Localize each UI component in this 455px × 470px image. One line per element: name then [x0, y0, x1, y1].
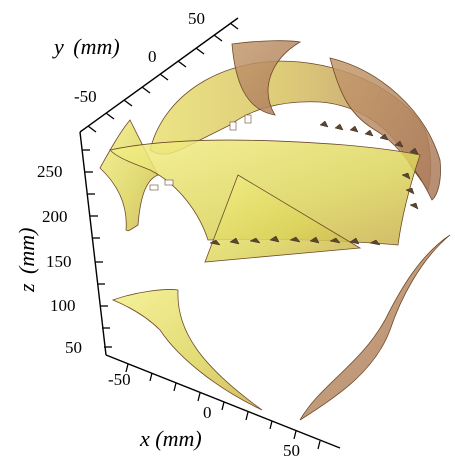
z-axis-line — [79, 131, 107, 356]
x-axis-title-unit: (mm) — [155, 426, 201, 451]
notch-row-upper — [319, 120, 419, 155]
z-axis-title-letter: z — [14, 283, 39, 293]
surface-group — [99, 40, 451, 421]
right-lower-ribbon — [299, 234, 451, 421]
x-axis-title: x (mm) — [139, 426, 202, 451]
x-tick-label-2: 0 — [203, 403, 212, 422]
y-tick-label-2: 0 — [148, 47, 157, 66]
y-axis-title-letter: y — [52, 34, 64, 59]
y-axis-ticks — [87, 22, 239, 133]
z-tick-label-3: 150 — [46, 252, 72, 271]
x-axis-line — [105, 354, 341, 449]
z-axis-title: z (mm) — [14, 228, 39, 294]
z-tick-label-2: 200 — [42, 207, 68, 226]
x-tick-label-1: -50 — [108, 370, 131, 389]
z-tick-label-5: 50 — [65, 338, 82, 357]
x-axis-title-letter: x — [139, 426, 150, 451]
z-tick-label-1: 250 — [37, 162, 63, 181]
x-axis-ticks — [125, 363, 321, 450]
z-axis-title-unit: (mm) — [14, 228, 39, 274]
left-saddle-surface — [99, 119, 159, 232]
right-brown-surface — [231, 40, 302, 116]
y-tick-label-3: -50 — [74, 87, 97, 106]
notch-row-lower — [209, 235, 381, 246]
notch-row-right — [401, 172, 419, 210]
cutouts-left — [149, 114, 252, 191]
central-triangle-surface — [204, 174, 362, 263]
y-tick-label-1: 50 — [188, 9, 205, 28]
z-axis-ticks — [82, 149, 112, 348]
y-axis-title-unit: (mm) — [73, 34, 119, 59]
x-tick-label-3: 50 — [283, 441, 300, 460]
z-tick-label-4: 100 — [50, 296, 76, 315]
left-lower-ribbon — [111, 289, 263, 411]
y-axis-title: y (mm) — [52, 34, 120, 59]
